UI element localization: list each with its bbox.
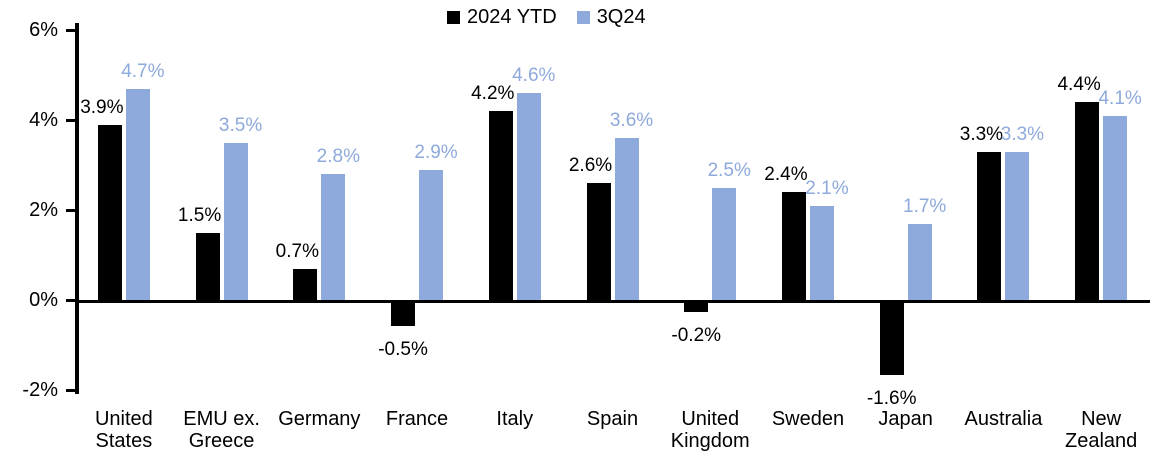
value-label: 3.3% xyxy=(1000,123,1045,145)
value-label: 4.2% xyxy=(471,83,515,104)
y-tick-label: 4% xyxy=(29,109,58,131)
value-label: 2.6% xyxy=(568,155,613,176)
bar-3q24 xyxy=(223,142,248,300)
bar-3q24 xyxy=(1005,151,1030,300)
bar-3q24 xyxy=(516,93,541,300)
y-tick-label: 0% xyxy=(29,289,58,311)
value-label: -1.6% xyxy=(866,388,917,409)
value-label: 2.9% xyxy=(414,141,458,163)
value-label: 1.7% xyxy=(903,195,947,217)
bar-2024-ytd xyxy=(488,111,513,300)
category-label: Sweden xyxy=(771,408,845,430)
bar-2024-ytd xyxy=(97,124,122,300)
bar-3q24 xyxy=(809,205,834,300)
legend-item-3q24: 3Q24 xyxy=(576,6,646,29)
legend-swatch-3q24 xyxy=(576,11,590,24)
y-tick-mark xyxy=(66,389,76,392)
category-label: Japan xyxy=(878,408,933,430)
category-label: New Zealand xyxy=(1064,408,1138,452)
category-label: Australia xyxy=(964,408,1043,430)
value-label: 1.5% xyxy=(177,204,222,226)
category-label: France xyxy=(385,408,449,430)
value-label: 4.1% xyxy=(1098,87,1142,109)
legend-label-3q24: 3Q24 xyxy=(596,6,646,28)
category-label: Germany xyxy=(278,408,361,430)
bar-2024-ytd xyxy=(684,303,709,312)
category-label: United Kingdom xyxy=(670,408,750,452)
value-label: 2.4% xyxy=(764,164,808,185)
legend-label-2024-ytd: 2024 YTD xyxy=(467,6,557,28)
value-label: -0.5% xyxy=(378,338,428,360)
value-label: 3.5% xyxy=(218,114,263,136)
bar-3q24 xyxy=(907,223,932,300)
y-tick-label: 2% xyxy=(29,199,58,221)
category-label: EMU ex. Greece xyxy=(183,408,260,452)
bar-2024-ytd xyxy=(1075,102,1100,300)
bar-3q24 xyxy=(125,88,150,300)
bar-2024-ytd xyxy=(879,303,904,375)
bar-3q24 xyxy=(1103,115,1128,300)
bar-2024-ytd xyxy=(391,303,416,326)
y-tick-mark xyxy=(66,29,76,32)
value-label: 2.1% xyxy=(805,177,849,199)
bar-2024-ytd xyxy=(586,183,611,300)
bar-2024-ytd xyxy=(293,268,318,300)
value-label: 3.9% xyxy=(80,96,124,118)
value-label: 2.5% xyxy=(707,159,751,181)
bar-3q24 xyxy=(321,174,346,300)
category-label: Spain xyxy=(586,408,639,430)
y-tick-mark xyxy=(66,209,76,212)
y-axis-line xyxy=(75,23,79,394)
legend: 2024 YTD 3Q24 xyxy=(447,6,646,29)
x-axis-line xyxy=(75,300,1150,303)
y-tick-label: 6% xyxy=(29,19,58,41)
value-label: 3.6% xyxy=(609,110,654,131)
value-label: 4.6% xyxy=(512,65,556,86)
bar-3q24 xyxy=(614,138,639,300)
legend-swatch-2024-ytd xyxy=(447,11,460,24)
bar-2024-ytd xyxy=(195,232,220,300)
value-label: 2.8% xyxy=(316,146,360,167)
y-tick-label: -2% xyxy=(22,379,58,401)
category-label: Italy xyxy=(496,408,534,430)
bar-2024-ytd xyxy=(977,151,1002,300)
value-label: 3.3% xyxy=(959,123,1004,145)
y-tick-mark xyxy=(66,119,76,122)
legend-item-2024-ytd: 2024 YTD xyxy=(447,6,557,29)
value-label: 4.4% xyxy=(1057,74,1101,95)
bar-3q24 xyxy=(419,169,444,300)
value-label: -0.2% xyxy=(671,325,722,346)
bar-2024-ytd xyxy=(781,192,806,300)
category-label: United States xyxy=(94,408,153,452)
y-tick-mark xyxy=(66,299,76,302)
value-label: 4.7% xyxy=(121,60,165,82)
bar-3q24 xyxy=(712,187,737,300)
value-label: 0.7% xyxy=(275,240,319,262)
